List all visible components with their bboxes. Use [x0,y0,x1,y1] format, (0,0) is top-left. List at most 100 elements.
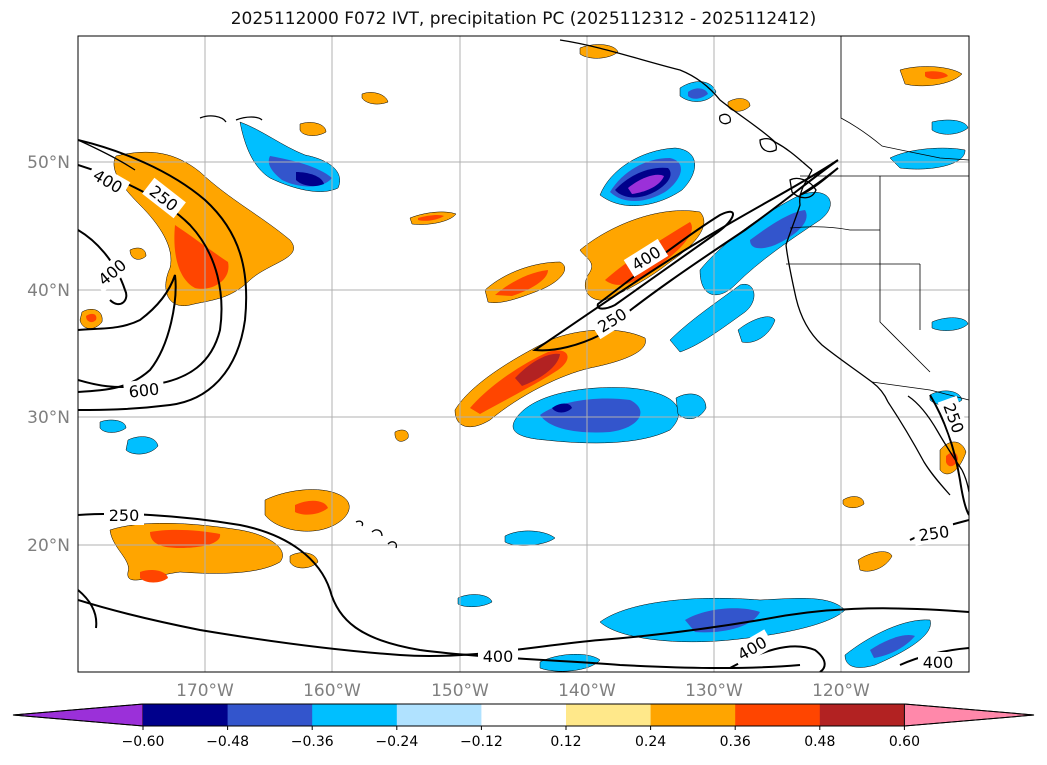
ivt-contour-south-250 [78,512,801,670]
coastline-aleutian-1 [199,115,227,123]
map-panel: 400 250 400 600 400 250 250 250 400 400 … [78,36,969,672]
colorbar-extend-min [12,703,144,727]
precip-blob-baja-orange [842,496,865,508]
precip-blob-west-orange [129,247,147,260]
precip-blob-hawaii-blue [504,530,556,546]
precip-blob-coast-small [737,316,776,343]
precip-blob-south-east-core [870,634,915,658]
latitude-labels: 50°N 40°N 30°N 20°N [27,153,70,556]
colorbar-segment [227,704,313,726]
ivt-contour-mx-250 [929,394,969,516]
coastline-islands-bc [718,113,732,125]
map-frame [77,35,970,673]
colorbar-tick-label: 0.36 [720,734,751,750]
map-title: 2025112000 F072 IVT, precipitation PC (2… [230,9,817,29]
ivt-label-400-e: 400 [923,653,954,672]
precip-blob-gulf-orange [727,98,751,112]
ivt-contour-ar-inner [799,167,839,196]
colorbar-extend-max [903,703,1035,727]
precip-blob-hawaii-red-2 [140,570,168,583]
colorbar-segment [735,704,821,726]
precip-blob-se-orange [857,551,893,572]
ivt-label-250-sw: 250 [109,506,140,525]
precip-blob-ar-south [454,329,646,428]
colorbar-tick-label: 0.60 [889,734,920,750]
ivt-contour-west-sw [78,589,98,629]
precip-blob-west-small-2 [99,419,127,433]
colorbar-segment [566,704,652,726]
coastline-us-west [785,244,889,403]
precip-blob-ne-red [925,71,948,79]
precip-blob-mid-blue [457,594,493,607]
lat-label-30n: 30°N [27,408,70,428]
colorbar-segment [312,704,398,726]
colorbar-segment [143,704,229,726]
border-wa-or [789,226,880,231]
precip-blob-bottom [539,653,601,672]
precip-blob-ne-blue-2 [931,119,969,135]
lon-label-170w: 170°W [176,681,234,701]
precip-blob-hawaii-east-core [295,500,328,515]
coastline-alaska-panhandle [559,39,813,171]
ivt-label-250-e: 250 [918,522,951,545]
colorbar-tick-label: 0.24 [635,734,666,750]
colorbar-tick-label: −0.24 [375,734,418,750]
lon-label-140w: 140°W [558,681,616,701]
coastline-baja [887,401,951,496]
precip-blob-bc-orange [579,44,619,59]
lat-label-40n: 40°N [27,281,70,301]
colorbar-tick-label: −0.48 [206,734,249,750]
colorbar-segment [481,704,567,726]
longitude-labels: 170°W 160°W 150°W 140°W 130°W 120°W [176,681,870,701]
lat-label-20n: 20°N [27,536,70,556]
colorbar-tick-label: 0.12 [550,734,581,750]
precip-blob-west-plume-core [174,225,229,289]
ivt-label-400-s: 400 [483,647,514,666]
precip-blob-ca-coast [931,317,969,331]
precip-blob-hawaii-se [289,552,319,569]
colorbar-segment [396,704,482,726]
precip-positive-anomalies [79,44,967,583]
colorbar-tick-label: −0.60 [122,734,165,750]
precip-blob-bc-dark [688,88,708,99]
precip-blob-hawaii-red [150,529,221,548]
precip-blob-nw-orange [299,122,327,136]
ivt-contour-west-400b [78,229,128,306]
ivt-label-600: 600 [128,379,160,401]
coastline-se-alaska-islands [759,138,777,153]
precip-blob-west-small [125,436,159,455]
political-borders [786,36,969,401]
colorbar-tick-label: −0.36 [291,734,334,750]
lon-label-160w: 160°W [303,681,361,701]
precip-blob-central-strip-core [418,214,444,221]
precip-blob-ne-blue [889,147,966,170]
coastline-hawaii [355,520,398,549]
colorbar-tick-label: 0.48 [804,734,835,750]
precip-blob-ar-south-peak [515,353,560,386]
precip-blob-offshore-tail [669,283,755,353]
precip-blob-aleutian-peak [296,172,324,187]
precip-blob-ar-small [394,429,409,442]
graticule [78,36,969,672]
precip-blob-south-core [685,608,760,633]
border-alaska-canada [840,36,969,161]
precip-blob-nw-coast-core [750,210,807,249]
colorbar: −0.60 −0.48 −0.36 −0.24 −0.12 0.12 0.24 0.36 0.4… [12,703,1035,750]
coastline-vancouver-island [789,177,817,199]
precip-blob-subtropical-peak [552,403,572,413]
coastline-bering [78,139,136,171]
border-ca-nv [879,264,931,373]
colorbar-tick-label: −0.12 [460,734,503,750]
colorbar-segment [650,704,736,726]
lon-label-150w: 150°W [431,681,489,701]
coastline-aleutian-2 [235,116,263,121]
lat-label-50n: 50°N [27,153,70,173]
precip-blob-goa-peak [628,174,664,194]
precip-blob-nw-orange-2 [361,92,389,105]
lon-label-120w: 120°W [812,681,870,701]
lon-label-130w: 130°W [685,681,743,701]
precip-blob-west-small-red [86,313,97,323]
colorbar-segment [819,704,905,726]
ivt-contour-west-250 [78,139,248,411]
